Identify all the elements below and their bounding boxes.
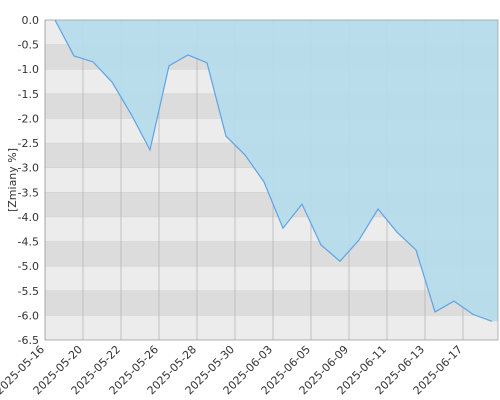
y-tick-label: -4.5 [18, 236, 39, 249]
y-tick-label: -1.0 [18, 63, 39, 76]
line [54, 19, 493, 322]
y-tick-label: -5.5 [18, 285, 39, 298]
y-tick-label: -3.5 [18, 186, 39, 199]
y-tick-label: -5.0 [18, 260, 39, 273]
band [45, 290, 498, 316]
area [55, 20, 498, 322]
y-tick-label: -6.0 [18, 309, 39, 322]
y-tick-label: -4.0 [18, 211, 39, 224]
y-tick-label: 0.0 [22, 14, 40, 27]
y-tick-label: -3.0 [18, 162, 39, 175]
y-tick-label: -0.5 [18, 39, 39, 52]
y-tick-label: -1.5 [18, 88, 39, 101]
y-tick-label: -2.5 [18, 137, 39, 150]
y-tick-label: -2.0 [18, 112, 39, 125]
y-tick-label: -6.5 [18, 334, 39, 347]
plot-border [44, 19, 499, 341]
y-axis-label: [Zmiany %] [6, 148, 19, 212]
